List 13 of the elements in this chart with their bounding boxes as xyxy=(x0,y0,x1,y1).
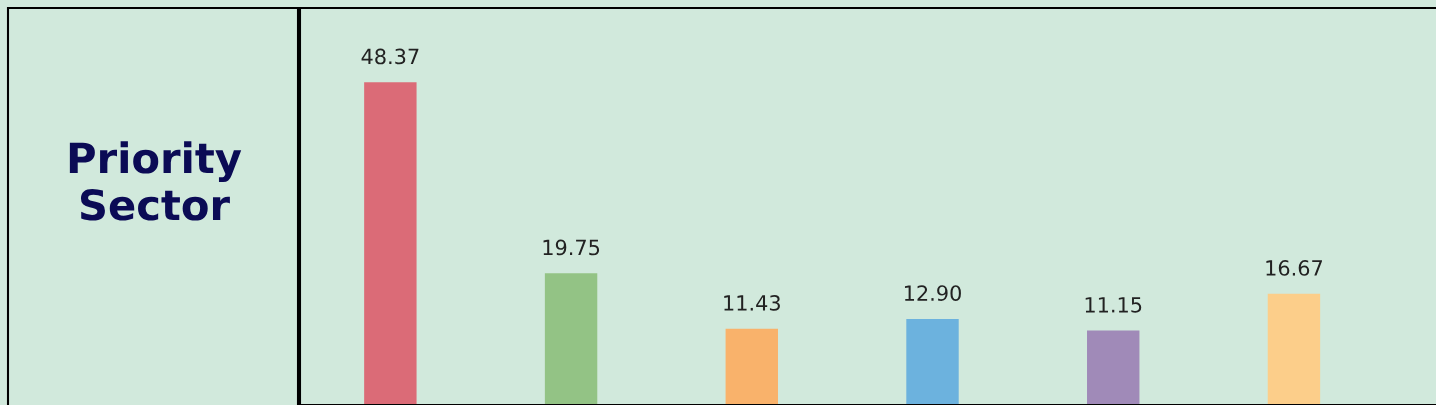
text: Priority Sector xyxy=(69,141,242,221)
data-label: 12.90 xyxy=(904,285,961,301)
data-label: 19.75 xyxy=(543,239,600,256)
bar xyxy=(544,273,598,405)
bar xyxy=(1267,293,1321,405)
bar xyxy=(364,82,417,405)
data-label: 48.37 xyxy=(361,48,419,65)
bar xyxy=(725,328,778,405)
bar xyxy=(906,318,959,405)
data-label: 16.67 xyxy=(1266,260,1322,276)
bar xyxy=(1087,330,1140,405)
data-label: 11.15 xyxy=(1085,297,1142,313)
data-label: 11.43 xyxy=(724,295,780,311)
